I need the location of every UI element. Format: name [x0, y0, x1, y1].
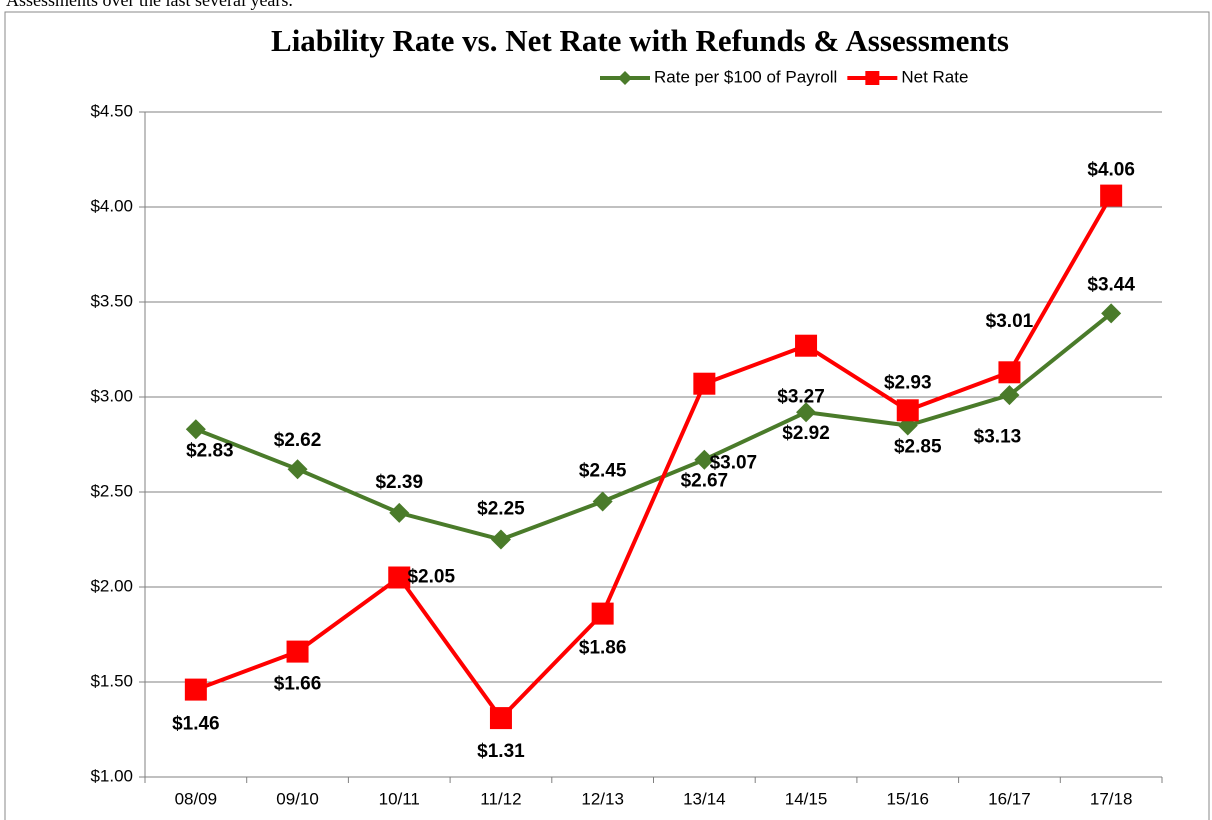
legend-label: Net Rate	[901, 67, 968, 86]
x-tick-label: 16/17	[988, 789, 1031, 808]
data-label: $2.05	[407, 567, 455, 588]
data-label: $2.62	[274, 430, 322, 451]
data-label: $1.66	[274, 674, 322, 695]
data-label: $3.27	[777, 387, 825, 408]
y-tick-label: $3.00	[90, 386, 133, 405]
data-label: $3.01	[986, 311, 1034, 332]
x-tick-label: 08/09	[175, 789, 218, 808]
data-point	[388, 566, 411, 589]
data-label: $2.45	[579, 461, 627, 482]
data-label: $3.07	[710, 453, 758, 474]
y-tick-label: $2.50	[90, 481, 133, 500]
x-tick-label: 11/12	[480, 789, 521, 808]
data-point	[389, 502, 410, 523]
data-point	[591, 602, 614, 625]
data-label: $1.86	[579, 638, 627, 659]
y-tick-label: $4.00	[90, 196, 133, 215]
y-tick-label: $4.50	[90, 101, 133, 120]
caption: Assessments over the last several years.	[6, 0, 293, 10]
data-point	[795, 334, 818, 357]
legend-marker	[865, 71, 880, 85]
data-label: $2.85	[894, 437, 942, 458]
legend-label: Rate per $100 of Payroll	[654, 67, 837, 86]
data-point	[489, 707, 512, 730]
y-tick-label: $1.50	[90, 671, 133, 690]
data-point	[185, 419, 206, 440]
data-label: $3.44	[1087, 274, 1135, 295]
data-point	[896, 399, 919, 422]
y-tick-label: $2.00	[90, 576, 133, 595]
y-tick-label: $1.00	[90, 766, 133, 785]
series-line	[195, 194, 1113, 722]
data-label: $2.39	[375, 472, 423, 493]
data-point	[1101, 303, 1122, 324]
series-line	[195, 311, 1113, 542]
data-point	[490, 529, 511, 550]
chart-frame	[4, 11, 1210, 820]
data-point	[1100, 184, 1123, 207]
data-point	[693, 372, 716, 395]
data-point	[998, 361, 1021, 384]
x-tick-label: 12/13	[581, 789, 624, 808]
data-label: $4.06	[1087, 160, 1135, 181]
data-point	[184, 678, 207, 701]
x-tick-label: 14/15	[785, 789, 828, 808]
data-label: $2.67	[681, 471, 729, 492]
data-point	[287, 459, 308, 480]
data-point	[286, 640, 309, 663]
data-label: $2.92	[782, 423, 830, 444]
data-label: $3.13	[974, 426, 1022, 447]
data-point	[592, 491, 613, 512]
x-tick-label: 13/14	[683, 789, 726, 808]
chart-title: Liability Rate vs. Net Rate with Refunds…	[271, 23, 1009, 58]
data-label: $1.31	[477, 741, 525, 762]
data-point	[694, 449, 715, 470]
data-label: $2.25	[477, 499, 525, 520]
data-point	[999, 385, 1020, 406]
x-tick-label: 17/18	[1090, 789, 1133, 808]
data-label: $2.93	[884, 372, 932, 393]
data-label: $1.46	[172, 714, 220, 735]
legend-marker	[618, 71, 632, 85]
x-tick-label: 09/10	[276, 789, 319, 808]
x-tick-label: 10/11	[379, 789, 420, 808]
x-tick-label: 15/16	[886, 789, 929, 808]
data-label: $2.83	[186, 440, 234, 461]
data-point	[796, 402, 817, 423]
y-tick-label: $3.50	[90, 291, 133, 310]
